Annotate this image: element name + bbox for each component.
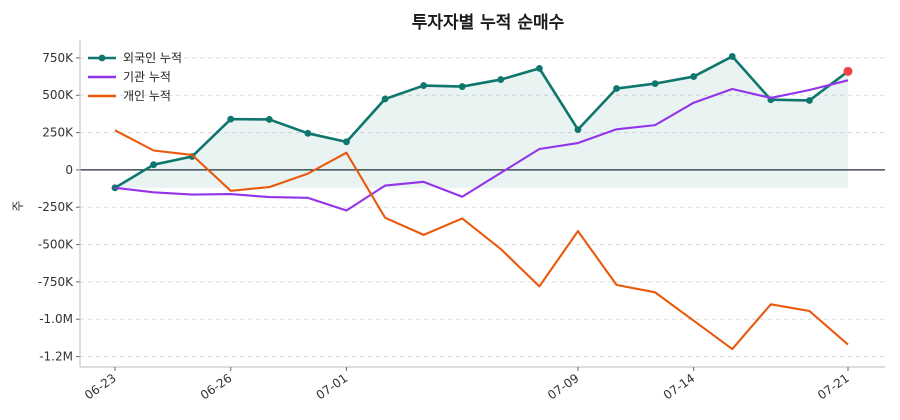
data-point xyxy=(728,53,736,60)
x-tick-label: 07-21 xyxy=(815,371,852,402)
data-point xyxy=(806,97,813,104)
y-tick-label: -1.0M xyxy=(39,312,73,326)
grid-lines xyxy=(76,57,885,358)
legend-label: 외국인 누적 xyxy=(123,51,182,65)
data-point xyxy=(343,138,350,146)
data-point xyxy=(304,129,312,137)
y-tick-label: -750K xyxy=(38,275,74,289)
data-point xyxy=(265,116,273,123)
data-point xyxy=(227,115,235,123)
data-point xyxy=(458,83,466,90)
series-area-fill xyxy=(115,56,848,188)
series-line xyxy=(114,79,849,212)
x-tick-label: 06-23 xyxy=(82,371,119,402)
data-point xyxy=(420,82,428,89)
y-tick-label: 500K xyxy=(42,88,74,102)
y-tick-label: -250K xyxy=(38,200,74,214)
y-tick-label: -1.2M xyxy=(39,350,73,364)
data-point xyxy=(651,80,659,87)
series-line xyxy=(114,55,849,189)
data-point xyxy=(150,161,157,169)
data-point xyxy=(613,85,620,92)
data-point xyxy=(497,76,505,83)
x-tick-label: 07-09 xyxy=(545,371,582,402)
legend-label: 기관 누적 xyxy=(123,70,171,84)
data-point xyxy=(535,64,543,72)
last-point-marker xyxy=(843,66,853,76)
x-tick-label: 06-26 xyxy=(198,371,235,402)
y-tick-label: 250K xyxy=(42,126,74,140)
data-point xyxy=(381,95,389,103)
data-point xyxy=(690,73,698,80)
data-point xyxy=(574,126,582,133)
y-tick-label: -500K xyxy=(38,238,74,252)
y-tick-label: 0 xyxy=(65,163,73,177)
y-axis-label: 주 xyxy=(11,200,25,211)
x-tick-label: 07-14 xyxy=(661,371,698,402)
x-tick-labels: 06-23 06-26 07-01 07-09 07-14 07-21 xyxy=(82,367,852,402)
y-tick-label: 750K xyxy=(42,51,74,65)
y-tick-labels: 750K 500K 250K 0 -250K -500K -750K -1.0M -1.2M xyxy=(38,51,74,364)
legend-marker xyxy=(98,54,106,62)
axes xyxy=(79,40,885,368)
series-line xyxy=(114,129,849,351)
area-fill-layer xyxy=(115,56,848,188)
chart-title: 투자자별 누적 순매수 xyxy=(412,13,565,33)
series-layer xyxy=(111,53,853,351)
legend-label: 개인 누적 xyxy=(123,89,171,103)
x-tick-label: 07-01 xyxy=(314,371,351,402)
